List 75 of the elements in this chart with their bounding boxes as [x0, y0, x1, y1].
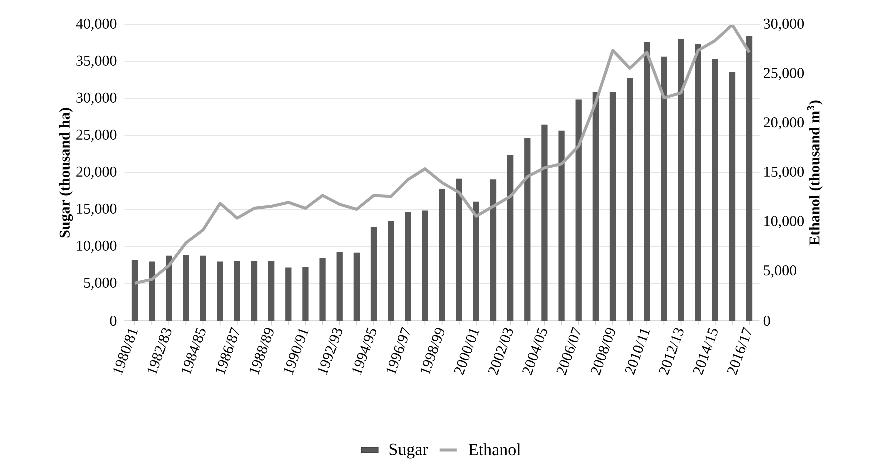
bar	[234, 261, 241, 322]
bar	[712, 59, 718, 322]
x-tick-label: 1990/91	[284, 329, 309, 375]
y2-tick-label: 15,000	[764, 166, 804, 180]
y-tick-label: 0	[110, 316, 117, 326]
x-tick-label: 1984/85	[182, 328, 206, 375]
y-tick-label: 15,000	[77, 204, 117, 216]
x-tick-label: 1998/99	[421, 328, 445, 375]
bar	[695, 44, 702, 322]
y-axis-title: Sugar (thousand ha)	[59, 108, 74, 238]
bar	[490, 180, 497, 322]
bar	[473, 202, 480, 322]
bar	[200, 256, 206, 322]
bar	[661, 56, 668, 322]
bar	[558, 130, 565, 322]
bar	[336, 252, 343, 322]
bar	[388, 221, 394, 322]
x-tick-label: 1986/87	[216, 327, 240, 375]
x-tick-label: 1996/97	[386, 327, 410, 375]
y2-tick-label: 5,000	[764, 266, 797, 278]
y-tick-label: 10,000	[77, 240, 117, 254]
bar	[746, 36, 753, 322]
x-tick-label: 2014/15	[693, 328, 718, 376]
bar	[507, 155, 514, 322]
bar	[405, 212, 412, 322]
bar	[166, 256, 172, 322]
y2-tick-label: 10,000	[764, 216, 804, 228]
x-tick-label: 2006/07	[556, 327, 581, 376]
bar	[286, 268, 292, 322]
bar	[370, 227, 378, 322]
bar	[302, 266, 309, 322]
bar	[576, 100, 582, 322]
bar	[610, 92, 616, 322]
legend-label: Ethanol	[468, 444, 521, 456]
y-tick-label: 35,000	[76, 56, 117, 68]
y2-tick-label: 0	[764, 316, 770, 326]
bar	[542, 124, 548, 322]
bar	[678, 39, 684, 322]
bar	[251, 261, 258, 322]
x-tick-label: 1994/95	[352, 328, 376, 375]
bar	[422, 210, 428, 322]
y-tick-label: 20,000	[76, 166, 117, 180]
x-tick-label: 1982/83	[148, 328, 172, 375]
x-tick-label: 2004/05	[522, 328, 548, 376]
bar	[217, 262, 224, 322]
bar	[456, 178, 462, 322]
x-tick-label: 2012/13	[659, 328, 684, 376]
bar	[524, 138, 531, 322]
y2-tick-label: 30,000	[764, 18, 804, 32]
bar	[626, 78, 634, 322]
bar	[729, 72, 736, 322]
bar	[149, 262, 156, 322]
y-tick-label: 30,000	[76, 92, 117, 106]
line-series	[134, 25, 752, 286]
bar	[268, 261, 275, 322]
bar	[183, 255, 190, 322]
bar	[320, 258, 326, 322]
y2-axis-title: Ethanol (thousand m$^{3}$)	[807, 100, 823, 246]
bar	[592, 92, 599, 322]
y-tick-label: 25,000	[76, 130, 117, 142]
bar	[644, 42, 650, 322]
bar	[439, 189, 446, 322]
x-tick-label: 1980/81	[114, 329, 138, 375]
x-tick-label: 1988/89	[250, 328, 274, 375]
bar	[132, 260, 138, 322]
x-tick-label: 2008/09	[590, 328, 616, 376]
bar	[354, 252, 360, 322]
x-tick-label: 2016/17	[727, 327, 752, 376]
x-tick-label: 1992/93	[318, 328, 342, 375]
y2-tick-label: 25,000	[764, 68, 804, 80]
y-tick-label: 5,000	[84, 278, 117, 290]
y2-tick-label: 20,000	[764, 118, 804, 130]
legend-label: Sugar	[390, 444, 428, 459]
y-tick-label: 40,000	[76, 18, 117, 32]
x-tick-label: 2002/03	[488, 328, 514, 376]
